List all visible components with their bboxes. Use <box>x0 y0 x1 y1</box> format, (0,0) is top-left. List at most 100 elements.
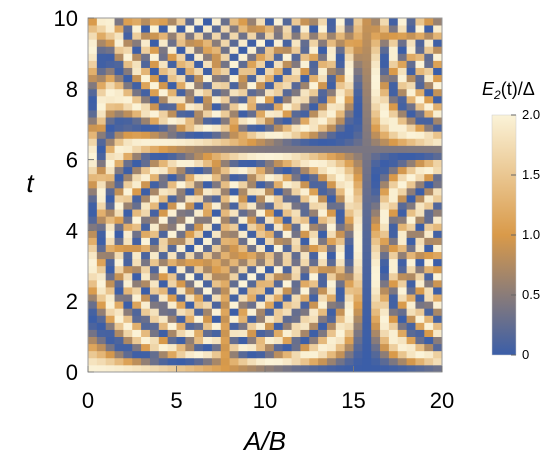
x-tick-label: 20 <box>430 388 454 413</box>
heatmap-cell <box>273 244 284 253</box>
heatmap-cell <box>273 308 284 316</box>
heatmap-cell <box>167 279 177 288</box>
heatmap-cell <box>362 272 372 281</box>
heatmap-cell <box>397 350 407 359</box>
heatmap-cell <box>415 357 425 366</box>
heatmap-cell <box>256 46 266 54</box>
heatmap-cell <box>326 258 337 267</box>
heatmap-cell <box>282 258 292 267</box>
heatmap-cell <box>380 279 390 288</box>
heatmap-cell <box>176 95 186 104</box>
heatmap-cell <box>211 145 222 153</box>
heatmap-cell <box>185 67 195 76</box>
heatmap-cell <box>335 67 346 76</box>
heatmap-cell <box>424 279 434 288</box>
heatmap-cell <box>123 187 133 196</box>
heatmap-cell <box>167 244 177 253</box>
heatmap-cell <box>282 46 292 54</box>
heatmap-cell <box>415 18 425 26</box>
heatmap-cell <box>149 336 160 345</box>
heatmap-cell <box>326 251 337 260</box>
heatmap-cell <box>371 39 381 47</box>
heatmap-cell <box>149 166 160 175</box>
heatmap-cell <box>380 152 390 160</box>
heatmap-cell <box>291 230 301 238</box>
heatmap-cell <box>344 216 354 224</box>
heatmap-cell <box>105 272 115 281</box>
heatmap-cell <box>176 329 186 337</box>
heatmap-cell <box>433 258 443 267</box>
heatmap-cell <box>141 67 151 76</box>
heatmap-cell <box>388 336 399 345</box>
heatmap-cell <box>220 223 230 231</box>
heatmap-cell <box>318 152 328 160</box>
heatmap-cell <box>388 209 399 217</box>
heatmap-cell <box>433 301 443 309</box>
heatmap-cell <box>88 124 98 132</box>
heatmap-cell <box>388 272 399 281</box>
heatmap-cell <box>238 152 248 160</box>
heatmap-cell <box>149 67 160 76</box>
heatmap-cell <box>291 88 301 97</box>
heatmap-cell <box>158 81 169 90</box>
heatmap-cell <box>176 357 186 366</box>
heatmap-cell <box>220 81 230 90</box>
heatmap-cell <box>291 166 301 175</box>
heatmap-cell <box>371 18 381 26</box>
heatmap-cell <box>158 357 169 366</box>
heatmap-cell <box>380 294 390 302</box>
heatmap-cell <box>185 124 195 132</box>
heatmap-cell <box>318 308 328 316</box>
heatmap-cell <box>96 279 107 288</box>
heatmap-cell <box>406 258 416 267</box>
heatmap-cell <box>158 244 169 253</box>
heatmap-cell <box>149 265 160 274</box>
heatmap-cell <box>362 81 372 90</box>
heatmap-cell <box>300 364 310 373</box>
heatmap-cell <box>415 180 425 189</box>
heatmap-cell <box>211 336 222 345</box>
heatmap-cell <box>167 343 177 352</box>
heatmap-cell <box>132 336 142 345</box>
heatmap-cell <box>433 209 443 217</box>
heatmap-cell <box>335 223 346 231</box>
heatmap-cell <box>167 237 177 245</box>
heatmap-cell <box>211 223 222 231</box>
heatmap-cell <box>96 287 107 295</box>
heatmap-cell <box>123 223 133 231</box>
heatmap-cell <box>123 32 133 40</box>
heatmap-cell <box>229 195 239 203</box>
heatmap-cell <box>353 272 363 281</box>
heatmap-cell <box>167 202 177 210</box>
heatmap-cell <box>273 117 284 125</box>
heatmap-cell <box>282 145 292 153</box>
heatmap-cell <box>247 223 257 231</box>
heatmap-cell <box>380 131 390 139</box>
heatmap-cell <box>309 67 319 76</box>
heatmap-cell <box>238 258 248 267</box>
heatmap-cell <box>88 166 98 175</box>
heatmap-cell <box>141 32 151 40</box>
heatmap-cell <box>158 230 169 238</box>
heatmap-cell <box>203 110 213 118</box>
heatmap-cell <box>141 88 151 97</box>
heatmap-cell <box>388 251 399 260</box>
heatmap-cell <box>318 124 328 132</box>
heatmap-cell <box>273 39 284 47</box>
heatmap-cell <box>397 336 407 345</box>
heatmap-cell <box>185 138 195 146</box>
heatmap-cell <box>194 209 204 217</box>
heatmap-cell <box>326 74 337 83</box>
heatmap-cell <box>229 223 239 231</box>
heatmap-cell <box>309 237 319 245</box>
heatmap-cell <box>194 223 204 231</box>
heatmap-cell <box>229 173 239 182</box>
heatmap-cell <box>167 209 177 217</box>
heatmap-cell <box>220 216 230 224</box>
heatmap-cell <box>176 131 186 139</box>
heatmap-cell <box>105 237 115 245</box>
heatmap-cell <box>397 301 407 309</box>
heatmap-cell <box>282 39 292 47</box>
heatmap-cell <box>220 60 230 68</box>
heatmap-cell <box>211 180 222 189</box>
